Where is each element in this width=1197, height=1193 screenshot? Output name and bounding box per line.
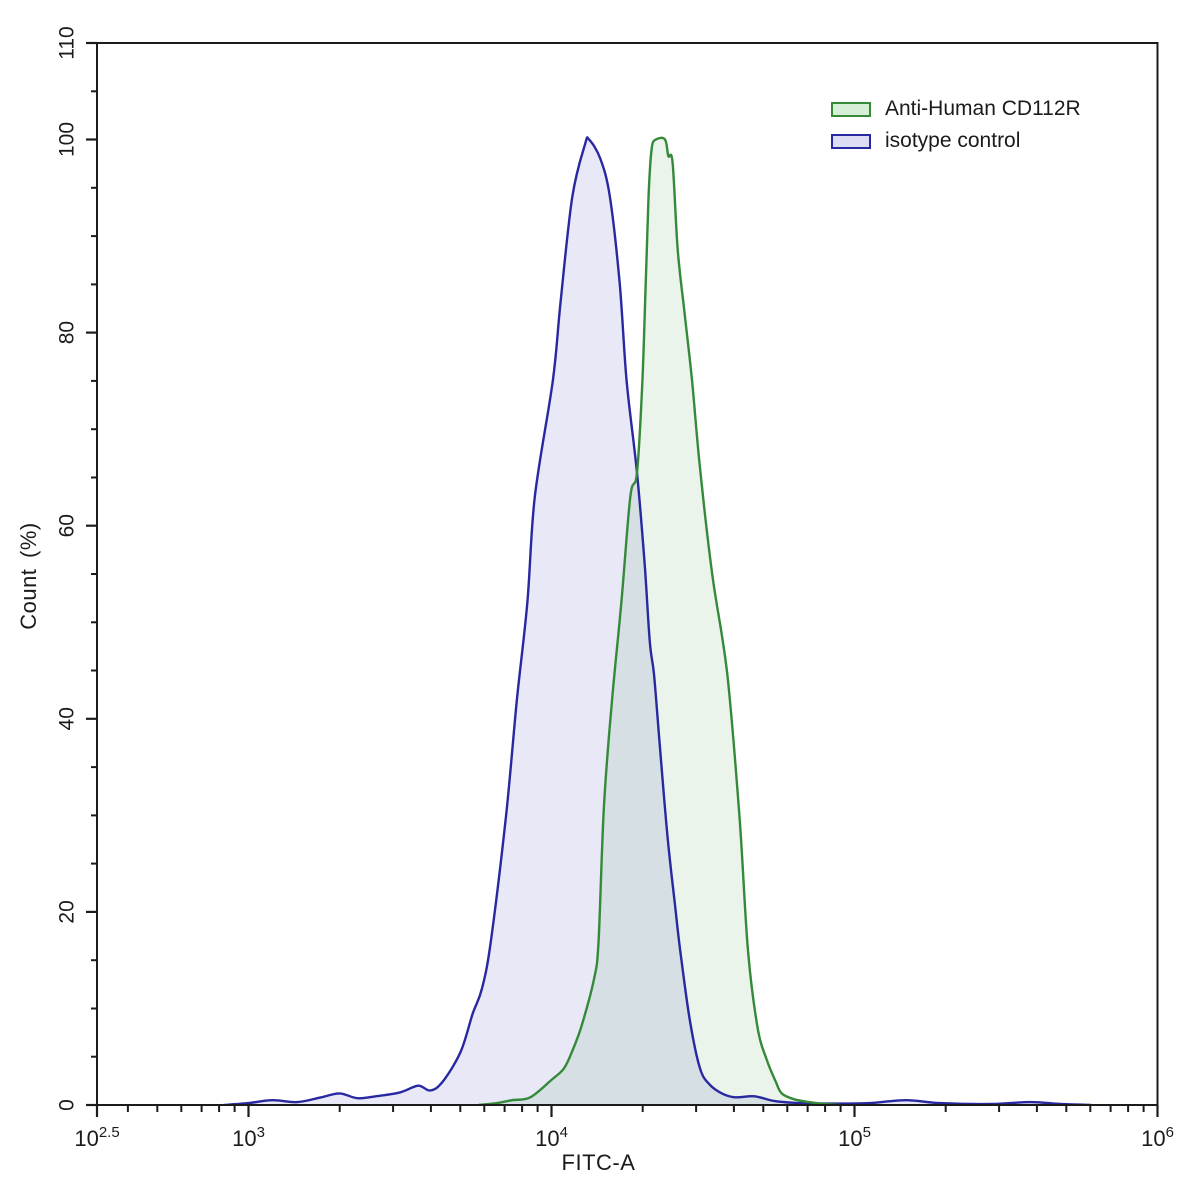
area-isotype-control: [224, 137, 1091, 1105]
axes: 102.5 103 104 105 106 0 20 40 60 80 100 110: [56, 26, 1174, 1151]
legend-label: Anti-Human CD112R: [885, 97, 1081, 120]
y-tick-label: 80: [56, 321, 79, 344]
y-tick-label: 0: [56, 1099, 79, 1111]
y-tick-label: 40: [56, 707, 79, 730]
y-tick-label: 100: [56, 122, 79, 157]
y-tick-label: 110: [56, 26, 79, 59]
legend-swatch-isotype-control: [831, 133, 871, 149]
curve-anti-human-cd112r: [477, 136, 841, 1105]
y-axis-title: Count (%): [16, 522, 41, 630]
legend-swatch-anti-human-cd112r: [831, 101, 871, 117]
x-axis-title: FITC-A: [561, 1150, 636, 1175]
x-tick-label: 102.5: [74, 1124, 119, 1151]
legend-item-anti-human-cd112r: Anti-Human CD112R: [831, 97, 1081, 120]
series-areas: [224, 137, 1091, 1105]
area-anti-human-cd112r: [478, 137, 840, 1105]
x-tick-label: 104: [535, 1124, 568, 1151]
x-tick-label: 105: [838, 1124, 871, 1151]
curve-isotype-control: [222, 136, 1093, 1105]
legend: Anti-Human CD112R isotype control: [831, 97, 1081, 152]
y-tick-label: 20: [56, 900, 79, 923]
y-tick-label: 60: [56, 514, 79, 537]
x-tick-label: 103: [232, 1124, 265, 1151]
x-tick-label: 106: [1141, 1124, 1174, 1151]
series-lines: [222, 136, 1093, 1105]
legend-label: isotype control: [885, 129, 1021, 152]
legend-item-isotype-control: isotype control: [831, 129, 1081, 152]
